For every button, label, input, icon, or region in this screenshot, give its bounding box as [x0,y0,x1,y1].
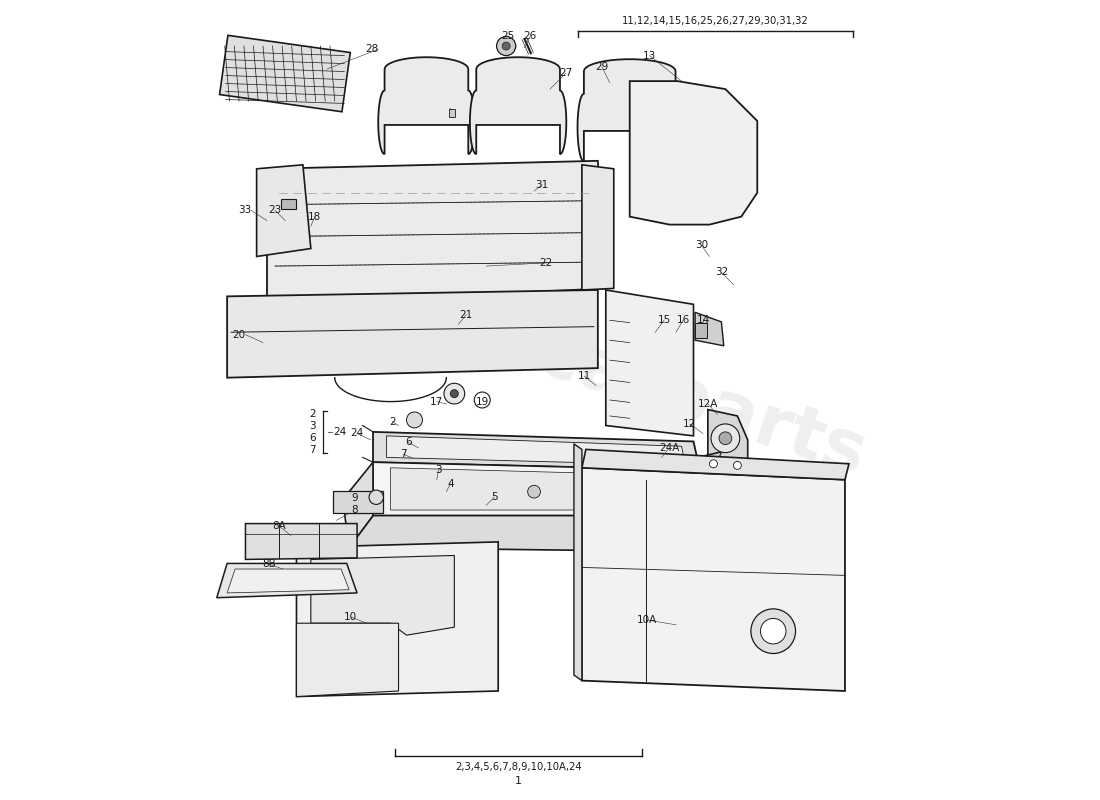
Text: 21: 21 [460,310,473,320]
Polygon shape [386,436,685,466]
Circle shape [444,383,464,404]
Text: 26: 26 [524,31,537,42]
Text: 32: 32 [715,267,728,278]
Text: 14: 14 [697,315,711,326]
Text: 12A: 12A [697,399,718,409]
Polygon shape [220,35,350,112]
Text: 4: 4 [447,478,453,489]
Polygon shape [582,165,614,290]
Polygon shape [227,290,597,378]
Polygon shape [578,59,682,162]
Text: 20: 20 [232,330,245,340]
Text: 24: 24 [333,427,346,438]
Text: 1: 1 [515,776,521,786]
Bar [282,199,296,209]
Text: 10: 10 [344,612,358,622]
Polygon shape [245,523,358,559]
Polygon shape [470,58,566,154]
Bar [449,109,455,117]
Polygon shape [297,623,398,697]
Text: 3: 3 [309,422,316,431]
Text: 11,12,14,15,16,25,26,27,29,30,31,32: 11,12,14,15,16,25,26,27,29,30,31,32 [621,16,808,26]
Circle shape [528,486,540,498]
Text: 33: 33 [238,206,251,215]
Polygon shape [582,450,849,480]
Text: 27: 27 [559,68,573,78]
Text: 10A: 10A [637,615,658,625]
Text: 13: 13 [644,50,657,61]
Text: 9: 9 [351,493,358,503]
Text: 16: 16 [676,315,690,326]
Circle shape [719,432,732,445]
Text: 7: 7 [309,446,316,455]
Text: 29: 29 [595,62,608,72]
Polygon shape [343,462,373,547]
Polygon shape [574,444,582,681]
Bar [695,323,707,338]
Bar [333,491,383,514]
Text: 24: 24 [351,429,364,438]
Polygon shape [297,542,498,697]
Circle shape [711,424,739,453]
Circle shape [710,460,717,468]
Polygon shape [267,161,606,304]
Text: 7: 7 [400,450,407,459]
Polygon shape [349,515,700,551]
Polygon shape [582,468,845,691]
Text: a passion for parts since 1985: a passion for parts since 1985 [411,446,720,546]
Text: 22: 22 [539,258,552,268]
Text: 17: 17 [430,397,443,406]
Text: 12: 12 [683,419,696,429]
Text: 19: 19 [475,397,488,406]
Text: 25: 25 [502,31,515,42]
Polygon shape [311,555,454,635]
Text: 2: 2 [388,417,396,426]
Text: 6: 6 [405,438,411,447]
Polygon shape [373,432,700,470]
Text: 8A: 8A [272,521,286,531]
Text: 31: 31 [536,180,549,190]
Text: 8: 8 [351,505,358,515]
Polygon shape [227,569,349,593]
Polygon shape [373,462,700,515]
Text: 2,3,4,5,6,7,8,9,10,10A,24: 2,3,4,5,6,7,8,9,10,10A,24 [454,762,582,772]
Text: 30: 30 [695,240,708,250]
Circle shape [496,37,516,56]
Text: 8B: 8B [263,559,276,570]
Text: 18: 18 [308,212,321,222]
Text: 11: 11 [578,371,591,381]
Polygon shape [606,290,693,436]
Text: 15: 15 [658,315,671,326]
Polygon shape [390,468,685,510]
Polygon shape [629,81,757,225]
Text: 28: 28 [365,44,378,54]
Circle shape [760,618,786,644]
Circle shape [368,490,384,505]
Circle shape [734,462,741,470]
Text: 6: 6 [309,434,316,443]
Polygon shape [378,58,475,154]
Text: 5: 5 [491,492,497,502]
Polygon shape [708,410,748,482]
Circle shape [450,390,459,398]
Polygon shape [256,165,311,257]
Circle shape [407,412,422,428]
Circle shape [751,609,795,654]
Text: eurocarparts: eurocarparts [353,262,875,490]
Text: 23: 23 [268,206,282,215]
Polygon shape [217,563,358,598]
Text: 24A: 24A [659,443,680,453]
Circle shape [503,42,510,50]
Text: 3: 3 [436,465,442,475]
Polygon shape [695,312,724,346]
Circle shape [474,392,491,408]
Text: 2: 2 [309,410,316,419]
